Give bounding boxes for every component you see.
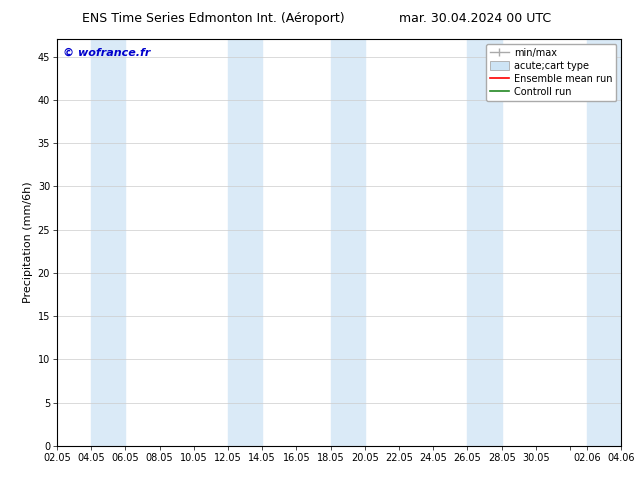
Text: © wofrance.fr: © wofrance.fr bbox=[63, 48, 150, 57]
Legend: min/max, acute;cart type, Ensemble mean run, Controll run: min/max, acute;cart type, Ensemble mean … bbox=[486, 44, 616, 100]
Bar bbox=[91, 39, 126, 446]
Bar bbox=[467, 39, 501, 446]
Text: mar. 30.04.2024 00 UTC: mar. 30.04.2024 00 UTC bbox=[399, 12, 552, 25]
Bar bbox=[228, 39, 262, 446]
Y-axis label: Precipitation (mm/6h): Precipitation (mm/6h) bbox=[23, 182, 34, 303]
Bar bbox=[331, 39, 365, 446]
Bar bbox=[587, 39, 621, 446]
Text: ENS Time Series Edmonton Int. (Aéroport): ENS Time Series Edmonton Int. (Aéroport) bbox=[82, 12, 345, 25]
